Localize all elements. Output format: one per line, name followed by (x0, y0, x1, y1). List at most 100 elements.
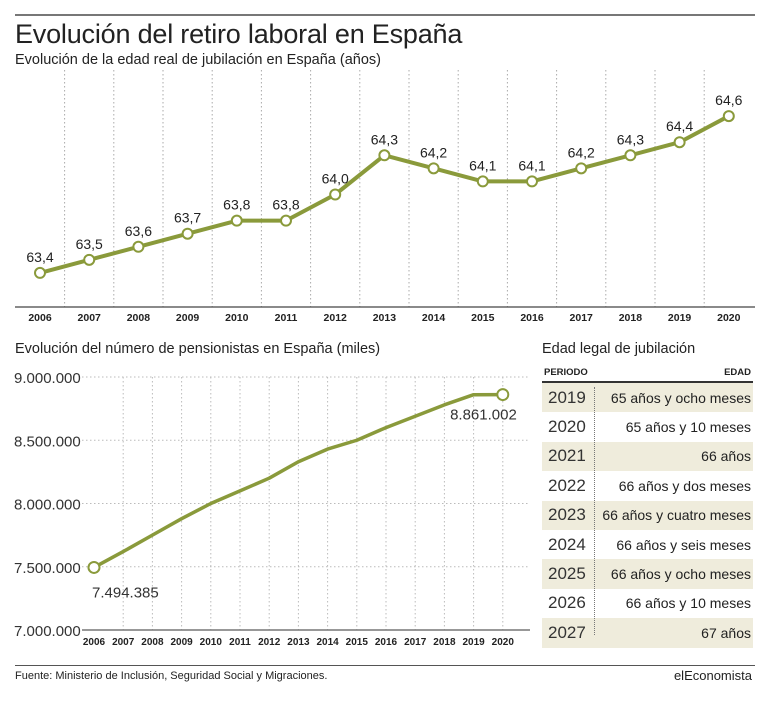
row-age: 66 años y seis meses (616, 536, 751, 553)
row-year: 2020 (548, 417, 586, 437)
x-tick-label: 2008 (127, 312, 151, 324)
row-year: 2025 (548, 564, 586, 584)
x-tick-label: 2006 (83, 637, 106, 648)
table-row: 2022 66 años y dos meses (542, 471, 753, 500)
row-year: 2021 (548, 446, 586, 466)
x-tick-label: 2006 (28, 312, 52, 324)
x-tick-label: 2009 (176, 312, 200, 324)
column-divider (594, 387, 595, 635)
table-row: 2020 65 años y 10 meses (542, 412, 753, 441)
header-periodo: PERIODO (544, 367, 588, 378)
row-year: 2026 (548, 593, 586, 613)
x-tick-label: 2017 (570, 312, 594, 324)
legal-age-table: PERIODO EDAD 2019 65 años y ocho meses 202… (542, 367, 753, 648)
data-point (181, 227, 194, 240)
data-label: 64,3 (617, 131, 644, 147)
table-row: 2019 65 años y ocho meses (542, 383, 753, 413)
data-label: 63,6 (125, 223, 152, 239)
x-tick-label: 2009 (170, 637, 193, 648)
data-label: 64,1 (469, 157, 496, 173)
pensioners-chart: 7.000.000 7.500.000 8.000.000 8.500.000 9.00… (14, 370, 530, 648)
data-label: 63,7 (174, 210, 201, 226)
table-row: 2026 66 años y 10 meses (542, 589, 753, 618)
retirement-age-chart: 63,4 2006 63,5 2007 63,6 2008 63,7 2009 63,8 2010… (15, 70, 755, 324)
x-tick-label: 2020 (717, 312, 741, 324)
y-tick-label: 8.500.000 (14, 433, 81, 450)
x-tick-label: 2016 (375, 637, 398, 648)
data-label: 63,5 (76, 236, 103, 252)
table-row: 2027 67 años (542, 618, 753, 648)
series-line (93, 392, 503, 569)
x-tick-label: 2007 (112, 637, 135, 648)
row-age: 66 años y ocho meses (610, 566, 751, 583)
table-header: PERIODO EDAD (542, 367, 753, 383)
data-label: 64,4 (666, 118, 693, 134)
data-point (575, 162, 588, 175)
x-tick-label: 2016 (520, 312, 544, 324)
x-tick-label: 2008 (141, 637, 164, 648)
row-age: 65 años y 10 meses (625, 419, 751, 436)
row-age: 67 años (701, 624, 751, 641)
data-point (87, 560, 101, 574)
row-age: 66 años y cuatro meses (602, 507, 751, 524)
x-tick-label: 2018 (619, 312, 643, 324)
data-point (624, 149, 637, 162)
data-point (496, 388, 510, 402)
x-tick-label: 2017 (404, 637, 427, 648)
data-point (230, 214, 243, 227)
x-tick-label: 2012 (258, 637, 281, 648)
row-year: 2024 (548, 534, 586, 554)
x-tick-label: 2019 (462, 637, 485, 648)
chart2-subtitle: Evolución del número de pensionistas en … (15, 341, 381, 357)
x-tick-label: 2018 (433, 637, 456, 648)
data-label: 63,8 (272, 197, 299, 213)
data-point (673, 136, 686, 149)
row-age: 66 años y 10 meses (625, 595, 751, 612)
data-point (280, 214, 292, 227)
x-tick-label: 2019 (668, 312, 692, 324)
header-edad: EDAD (724, 367, 751, 378)
table-row: 2025 66 años y ocho meses (542, 559, 753, 589)
table-row: 2021 66 años (542, 441, 753, 472)
row-age: 66 años y dos meses (618, 477, 751, 494)
bottom-rule (15, 665, 755, 666)
x-tick-label: 2007 (78, 312, 102, 324)
data-label: 63,4 (26, 249, 53, 265)
x-tick-label: 2013 (287, 637, 310, 648)
row-age: 66 años (701, 448, 751, 465)
x-tick-label: 2012 (324, 312, 348, 324)
row-year: 2019 (548, 387, 586, 407)
y-tick-label: 9.000.000 (14, 370, 81, 387)
data-point (132, 240, 145, 253)
data-label: 64,3 (371, 131, 398, 147)
y-tick-label: 8.000.000 (14, 497, 81, 514)
x-tick-label: 2010 (200, 637, 223, 648)
x-tick-label: 2020 (492, 637, 515, 648)
data-label: 63,8 (223, 197, 250, 213)
data-point (378, 149, 391, 162)
brand-logo: elEconomista (673, 668, 752, 683)
chart1-subtitle: Evolución de la edad real de jubilación … (15, 52, 381, 68)
data-label: 64,1 (518, 157, 545, 173)
row-age: 65 años y ocho meses (610, 389, 751, 406)
data-point (526, 175, 538, 188)
row-year: 2027 (548, 622, 586, 642)
data-point (34, 266, 46, 279)
row-year: 2023 (548, 505, 586, 525)
y-tick-label: 7.500.000 (14, 560, 81, 577)
row-year: 2022 (548, 475, 586, 495)
table-row: 2023 66 años y cuatro meses (542, 500, 753, 530)
source-note: Fuente: Ministerio de Inclusión, Segurid… (15, 670, 328, 682)
data-label: 64,2 (420, 144, 447, 160)
x-tick-label: 2011 (275, 312, 298, 324)
x-tick-label: 2013 (373, 312, 397, 324)
x-tick-label: 2011 (229, 637, 251, 648)
data-label: 64,2 (568, 144, 595, 160)
annotation-label: 7.494.385 (92, 584, 159, 601)
data-point (722, 110, 735, 123)
page-title: Evolución del retiro laboral en España (15, 19, 463, 49)
x-tick-label: 2010 (225, 312, 249, 324)
table-row: 2024 66 años y seis meses (542, 530, 753, 559)
data-point (427, 162, 440, 175)
x-tick-label: 2015 (346, 637, 369, 648)
